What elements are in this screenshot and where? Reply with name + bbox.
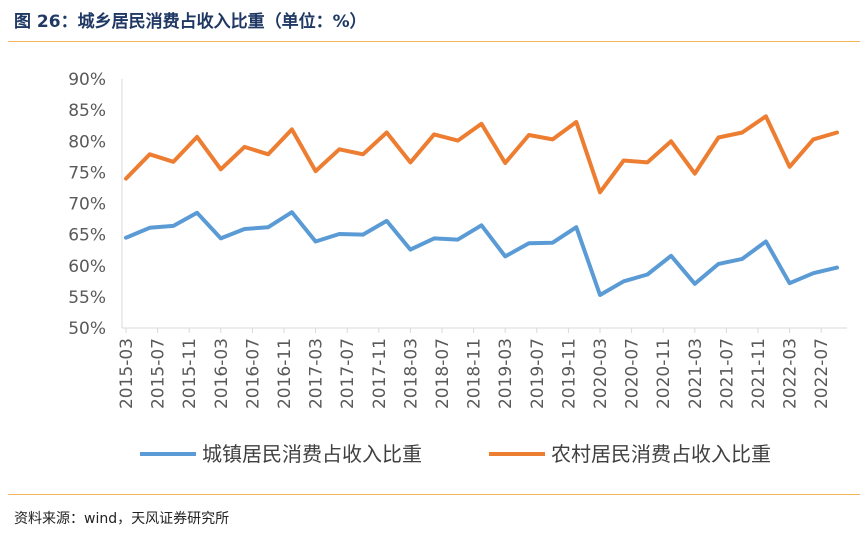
- urban-consumption-ratio-line: [124, 210, 839, 297]
- x-tick-label: 2016-11: [275, 338, 295, 409]
- x-tick-label: 2017-07: [338, 338, 358, 409]
- x-tick-label: 2015-03: [117, 338, 137, 409]
- line-chart: 50%55%60%65%70%75%80%85%90% 2015-03 2015-…: [68, 70, 847, 466]
- y-tick-label: 60%: [68, 257, 106, 277]
- legend-urban: 城镇居民消费占收入比重: [140, 442, 422, 466]
- x-tick-label: 2021-11: [749, 338, 769, 409]
- x-tick-label: 2018-03: [401, 338, 421, 409]
- legend-rural: 农村居民消费占收入比重: [489, 442, 771, 466]
- x-tick-label: 2019-03: [496, 338, 516, 409]
- x-tick-label: 2017-11: [370, 338, 390, 409]
- legend-label: 农村居民消费占收入比重: [551, 442, 771, 466]
- top-divider: [8, 41, 860, 42]
- x-tick-label: 2020-07: [623, 338, 643, 409]
- x-tick-label: 2016-03: [212, 338, 232, 409]
- x-tick-label: 2020-03: [591, 338, 611, 409]
- x-tick-label: 2019-11: [559, 338, 579, 409]
- series-lines: [124, 114, 839, 297]
- x-tick-label: 2017-03: [307, 338, 327, 409]
- bottom-divider: [8, 494, 860, 495]
- x-tick-labels: 2015-03 2015-07 2015-11 2016-03 2016-07 2016-…: [117, 328, 832, 409]
- x-tick-label: 2016-07: [243, 338, 263, 409]
- x-tick-label: 2022-07: [812, 338, 832, 409]
- y-tick-label: 85%: [68, 101, 106, 121]
- legend-label: 城镇居民消费占收入比重: [202, 442, 422, 466]
- x-tick-label: 2019-07: [528, 338, 548, 409]
- y-tick-labels: 50% 55% 60% 65% 70% 75% 80% 85% 90%: [68, 70, 106, 339]
- y-tick-label: 75%: [68, 163, 106, 183]
- y-tick-label: 50%: [68, 319, 106, 339]
- source-note: 资料来源：wind，天风证券研究所: [14, 511, 230, 527]
- x-tick-label: 2020-11: [654, 338, 674, 409]
- y-tick-label: 55%: [68, 288, 106, 308]
- rural-consumption-ratio-line: [124, 114, 839, 195]
- y-tick-label: 80%: [68, 132, 106, 152]
- y-tick-label: 90%: [68, 70, 106, 90]
- x-tick-label: 2015-07: [149, 338, 169, 409]
- x-tick-label: 2022-03: [781, 338, 801, 409]
- x-tick-label: 2018-07: [433, 338, 453, 409]
- y-tick-label: 70%: [68, 195, 106, 215]
- x-tick-label: 2015-11: [180, 338, 200, 409]
- x-tick-label: 2018-11: [465, 338, 485, 409]
- legend: 城镇居民消费占收入比重 农村居民消费占收入比重: [140, 442, 771, 466]
- y-tick-label: 65%: [68, 226, 106, 246]
- x-tick-label: 2021-03: [686, 338, 706, 409]
- x-tick-label: 2021-07: [717, 338, 737, 409]
- chart-title: 图 26：城乡居民消费占收入比重（单位：%）: [14, 12, 367, 32]
